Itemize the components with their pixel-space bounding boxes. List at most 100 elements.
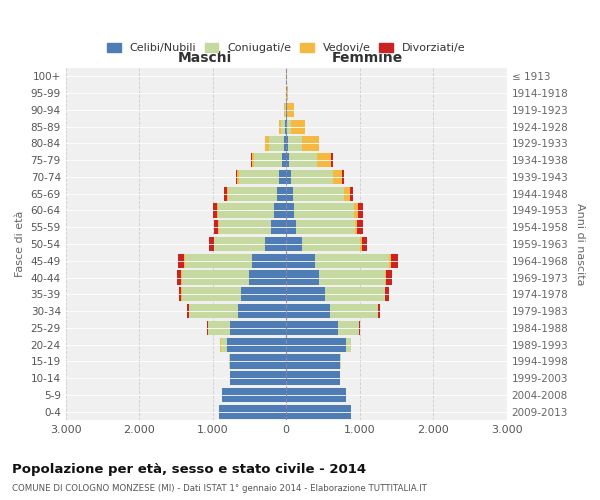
Bar	[230, 321, 286, 335]
Bar	[385, 287, 389, 302]
Bar	[239, 170, 279, 184]
Bar	[241, 287, 286, 302]
Bar	[286, 404, 351, 419]
Bar	[346, 338, 351, 352]
Text: Femmine: Femmine	[331, 50, 403, 64]
Bar	[315, 254, 389, 268]
Bar	[265, 237, 286, 251]
Bar	[269, 136, 284, 150]
Bar	[251, 254, 286, 268]
Bar	[178, 254, 184, 268]
Bar	[238, 304, 286, 318]
Bar	[218, 404, 286, 419]
Bar	[252, 153, 254, 168]
Bar	[286, 204, 294, 218]
Y-axis label: Fasce di età: Fasce di età	[15, 211, 25, 277]
Bar	[354, 204, 358, 218]
Bar	[385, 270, 386, 284]
Bar	[251, 153, 252, 168]
Bar	[213, 204, 217, 218]
Bar	[224, 186, 227, 201]
Bar	[286, 153, 289, 168]
Bar	[286, 354, 340, 368]
Bar	[217, 204, 218, 218]
Bar	[209, 237, 214, 251]
Bar	[292, 120, 305, 134]
Bar	[286, 388, 346, 402]
Bar	[325, 287, 385, 302]
Bar	[287, 86, 288, 100]
Bar	[182, 270, 249, 284]
Bar	[227, 338, 286, 352]
Bar	[340, 354, 341, 368]
Bar	[286, 220, 296, 234]
Bar	[329, 304, 378, 318]
Bar	[286, 371, 340, 386]
Bar	[274, 204, 286, 218]
Bar	[187, 304, 189, 318]
Bar	[293, 186, 344, 201]
Bar	[338, 321, 359, 335]
Bar	[285, 102, 286, 117]
Bar	[286, 287, 325, 302]
Bar	[249, 270, 286, 284]
Bar	[286, 170, 292, 184]
Bar	[302, 136, 319, 150]
Bar	[358, 204, 363, 218]
Bar	[279, 170, 286, 184]
Bar	[287, 120, 292, 134]
Bar	[389, 254, 391, 268]
Bar	[214, 237, 265, 251]
Bar	[362, 237, 367, 251]
Bar	[302, 237, 360, 251]
Bar	[236, 170, 238, 184]
Bar	[179, 287, 181, 302]
Bar	[355, 220, 358, 234]
Legend: Celibi/Nubili, Coniugati/e, Vedovi/e, Divorziati/e: Celibi/Nubili, Coniugati/e, Vedovi/e, Di…	[103, 38, 469, 58]
Bar	[286, 304, 329, 318]
Bar	[331, 153, 332, 168]
Bar	[265, 136, 269, 150]
Bar	[228, 186, 277, 201]
Text: Popolazione per età, sesso e stato civile - 2014: Popolazione per età, sesso e stato civil…	[12, 462, 366, 475]
Bar	[391, 254, 398, 268]
Bar	[284, 136, 286, 150]
Bar	[286, 120, 287, 134]
Text: COMUNE DI COLOGNO MONZESE (MI) - Dati ISTAT 1° gennaio 2014 - Elaborazione TUTTI: COMUNE DI COLOGNO MONZESE (MI) - Dati IS…	[12, 484, 427, 493]
Bar	[214, 220, 218, 234]
Bar	[286, 270, 319, 284]
Bar	[177, 270, 181, 284]
Bar	[288, 136, 302, 150]
Bar	[286, 186, 293, 201]
Bar	[230, 371, 286, 386]
Bar	[218, 204, 274, 218]
Bar	[227, 186, 228, 201]
Bar	[287, 102, 293, 117]
Bar	[379, 304, 380, 318]
Bar	[230, 354, 286, 368]
Bar	[286, 237, 302, 251]
Bar	[185, 254, 251, 268]
Bar	[208, 321, 230, 335]
Bar	[350, 186, 353, 201]
Bar	[277, 186, 286, 201]
Bar	[279, 120, 281, 134]
Bar	[296, 220, 355, 234]
Bar	[317, 153, 331, 168]
Bar	[344, 186, 350, 201]
Text: Maschi: Maschi	[178, 50, 232, 64]
Bar	[286, 338, 346, 352]
Bar	[286, 321, 338, 335]
Bar	[281, 120, 286, 134]
Bar	[221, 338, 227, 352]
Bar	[358, 220, 362, 234]
Bar	[218, 220, 271, 234]
Bar	[289, 153, 317, 168]
Y-axis label: Anni di nascita: Anni di nascita	[575, 203, 585, 285]
Bar	[286, 254, 315, 268]
Bar	[319, 270, 385, 284]
Bar	[254, 153, 282, 168]
Bar	[333, 170, 342, 184]
Bar	[360, 237, 362, 251]
Bar	[342, 170, 344, 184]
